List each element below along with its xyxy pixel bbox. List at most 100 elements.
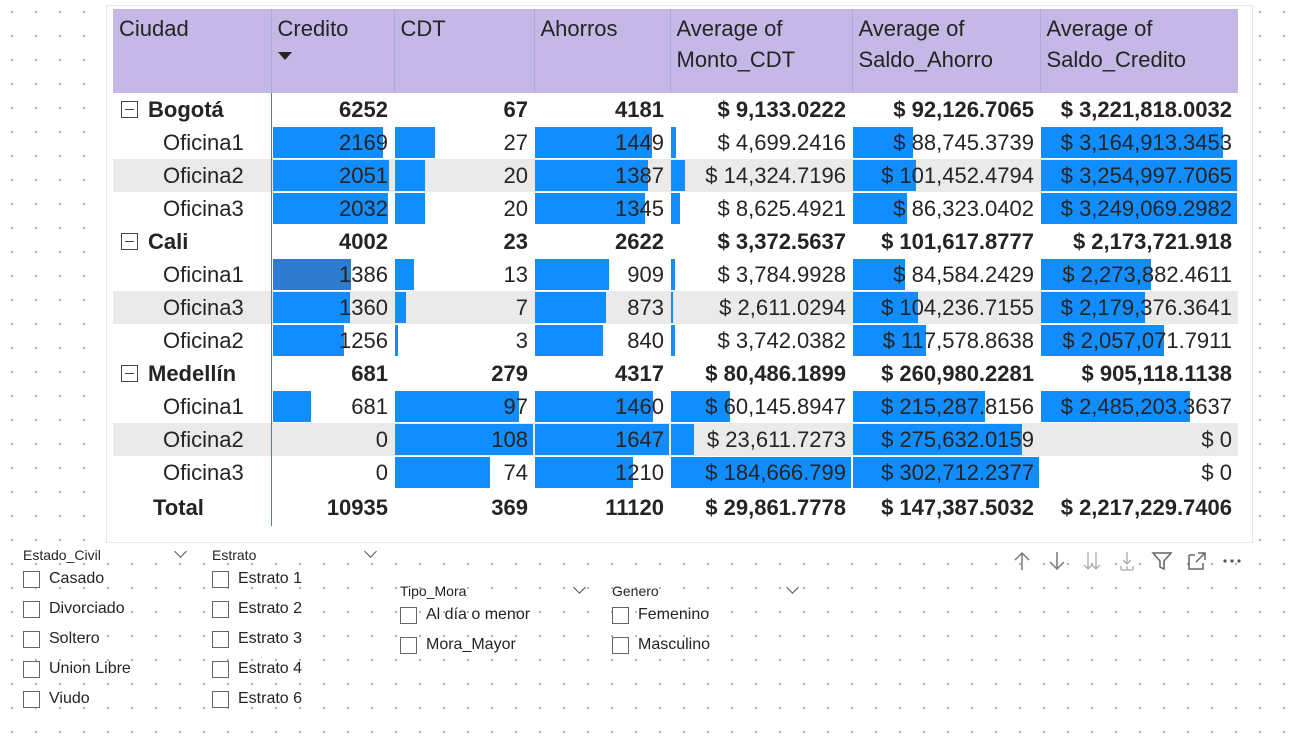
- checkbox[interactable]: [612, 637, 629, 654]
- office-row[interactable]: Oficina2 0 108 1647 $ 23,611.7273 $ 275,632.0…: [113, 423, 1238, 456]
- city-cell[interactable]: Medellín: [113, 357, 271, 390]
- sort-down-icon[interactable]: [1039, 548, 1074, 574]
- cell-saldo-ahorro[interactable]: $ 302,712.2377: [852, 456, 1040, 489]
- cell-monto-cdt[interactable]: $ 3,784.9928: [670, 258, 852, 291]
- cell-cdt[interactable]: 74: [394, 456, 534, 489]
- chevron-down-icon[interactable]: [786, 581, 799, 594]
- cell-credito[interactable]: 2032: [271, 192, 394, 225]
- slicer-option[interactable]: Estrato 2: [212, 594, 375, 624]
- cell-credito[interactable]: 1386: [271, 258, 394, 291]
- cell-saldo-credito[interactable]: $ 0: [1040, 456, 1238, 489]
- cell-monto-cdt[interactable]: $ 8,625.4921: [670, 192, 852, 225]
- checkbox[interactable]: [23, 661, 40, 678]
- cell-monto-cdt[interactable]: $ 3,742.0382: [670, 324, 852, 357]
- cell-saldo-credito[interactable]: $ 0: [1040, 423, 1238, 456]
- header-saldo-credito[interactable]: Average of Saldo_Credito: [1040, 9, 1238, 93]
- cell-saldo-credito[interactable]: $ 3,254,997.7065: [1040, 159, 1238, 192]
- slicer-option[interactable]: Estrato 3: [212, 624, 375, 654]
- office-row[interactable]: Oficina1 2169 27 1449 $ 4,699.2416 $ 88,745.3…: [113, 126, 1238, 159]
- header-credito[interactable]: Credito: [271, 9, 394, 93]
- cell-cdt[interactable]: 13: [394, 258, 534, 291]
- cell-ahorros[interactable]: 909: [534, 258, 670, 291]
- cell-credito[interactable]: 1256: [271, 324, 394, 357]
- checkbox[interactable]: [212, 631, 229, 648]
- cell-ahorros[interactable]: 840: [534, 324, 670, 357]
- header-ciudad[interactable]: Ciudad: [113, 9, 271, 93]
- cell-credito[interactable]: 681: [271, 390, 394, 423]
- office-row[interactable]: Oficina2 2051 20 1387 $ 14,324.7196 $ 101,452…: [113, 159, 1238, 192]
- city-group-row[interactable]: Medellín 681 279 4317 $ 80,486.1899 $ 260,980…: [113, 357, 1238, 390]
- office-row[interactable]: Oficina3 2032 20 1345 $ 8,625.4921 $ 86,323.0…: [113, 192, 1238, 225]
- cell-monto-cdt[interactable]: $ 23,611.7273: [670, 423, 852, 456]
- office-row[interactable]: Oficina1 1386 13 909 $ 3,784.9928 $ 84,584.24…: [113, 258, 1238, 291]
- slicer-option[interactable]: Femenino: [612, 600, 797, 630]
- city-cell[interactable]: Cali: [113, 225, 271, 258]
- slicer-option[interactable]: Estrato 6: [212, 684, 375, 714]
- city-group-row[interactable]: Bogotá 6252 67 4181 $ 9,133.0222 $ 92,126.706…: [113, 93, 1238, 126]
- checkbox[interactable]: [212, 691, 229, 708]
- cell-saldo-ahorro[interactable]: $ 88,745.3739: [852, 126, 1040, 159]
- city-group-row[interactable]: Cali 4002 23 2622 $ 3,372.5637 $ 101,617.8777…: [113, 225, 1238, 258]
- cell-monto-cdt[interactable]: $ 60,145.8947: [670, 390, 852, 423]
- expand-hierarchy-icon[interactable]: [1109, 548, 1144, 574]
- filter-icon[interactable]: [1144, 548, 1179, 574]
- checkbox[interactable]: [612, 607, 629, 624]
- checkbox[interactable]: [212, 571, 229, 588]
- sort-up-icon[interactable]: [1004, 548, 1039, 574]
- chevron-down-icon[interactable]: [364, 545, 377, 558]
- cell-credito[interactable]: 2169: [271, 126, 394, 159]
- collapse-icon[interactable]: [121, 233, 138, 250]
- slicer-header[interactable]: Genero: [612, 582, 797, 600]
- matrix-visual[interactable]: Ciudad Credito CDT Ahorros Average of Mo…: [107, 6, 1252, 542]
- cell-saldo-credito[interactable]: $ 2,273,882.4611: [1040, 258, 1238, 291]
- cell-credito[interactable]: 0: [271, 423, 394, 456]
- checkbox[interactable]: [212, 601, 229, 618]
- cell-credito[interactable]: 2051: [271, 159, 394, 192]
- checkbox[interactable]: [23, 631, 40, 648]
- cell-monto-cdt[interactable]: $ 2,611.0294: [670, 291, 852, 324]
- cell-monto-cdt[interactable]: $ 4,699.2416: [670, 126, 852, 159]
- checkbox[interactable]: [23, 601, 40, 618]
- slicer-header[interactable]: Estado_Civil: [23, 546, 185, 564]
- more-options-icon[interactable]: [1214, 548, 1249, 574]
- header-monto-cdt[interactable]: Average of Monto_CDT: [670, 9, 852, 93]
- cell-ahorros[interactable]: 1210: [534, 456, 670, 489]
- office-row[interactable]: Oficina3 1360 7 873 $ 2,611.0294 $ 104,236.71…: [113, 291, 1238, 324]
- cell-saldo-ahorro[interactable]: $ 86,323.0402: [852, 192, 1040, 225]
- slicer-option[interactable]: Viudo: [23, 684, 185, 714]
- cell-cdt[interactable]: 108: [394, 423, 534, 456]
- cell-saldo-credito[interactable]: $ 3,249,069.2982: [1040, 192, 1238, 225]
- cell-saldo-ahorro[interactable]: $ 84,584.2429: [852, 258, 1040, 291]
- cell-monto-cdt[interactable]: $ 14,324.7196: [670, 159, 852, 192]
- collapse-icon[interactable]: [121, 365, 138, 382]
- slicer-option[interactable]: Masculino: [612, 630, 797, 660]
- office-row[interactable]: Oficina1 681 97 1460 $ 60,145.8947 $ 215,287.…: [113, 390, 1238, 423]
- slicer-option[interactable]: Casado: [23, 564, 185, 594]
- office-row[interactable]: Oficina3 0 74 1210 $ 184,666.799 $ 302,712.23…: [113, 456, 1238, 489]
- cell-ahorros[interactable]: 1345: [534, 192, 670, 225]
- checkbox[interactable]: [23, 571, 40, 588]
- header-ahorros[interactable]: Ahorros: [534, 9, 670, 93]
- slicer-option[interactable]: Al día o menor: [400, 600, 584, 630]
- slicer-option[interactable]: Soltero: [23, 624, 185, 654]
- cell-saldo-credito[interactable]: $ 2,057,071.7911: [1040, 324, 1238, 357]
- cell-saldo-ahorro[interactable]: $ 101,452.4794: [852, 159, 1040, 192]
- cell-ahorros[interactable]: 1387: [534, 159, 670, 192]
- cell-cdt[interactable]: 7: [394, 291, 534, 324]
- cell-saldo-credito[interactable]: $ 2,485,203.3637: [1040, 390, 1238, 423]
- cell-saldo-ahorro[interactable]: $ 104,236.7155: [852, 291, 1040, 324]
- cell-ahorros[interactable]: 1647: [534, 423, 670, 456]
- checkbox[interactable]: [212, 661, 229, 678]
- cell-saldo-credito[interactable]: $ 3,164,913.3453: [1040, 126, 1238, 159]
- chevron-down-icon[interactable]: [573, 581, 586, 594]
- slicer-option[interactable]: Estrato 4: [212, 654, 375, 684]
- slicer-option[interactable]: Divorciado: [23, 594, 185, 624]
- cell-ahorros[interactable]: 873: [534, 291, 670, 324]
- cell-cdt[interactable]: 20: [394, 159, 534, 192]
- header-saldo-ahorro[interactable]: Average of Saldo_Ahorro: [852, 9, 1040, 93]
- checkbox[interactable]: [400, 607, 417, 624]
- cell-ahorros[interactable]: 1460: [534, 390, 670, 423]
- header-cdt[interactable]: CDT: [394, 9, 534, 93]
- cell-cdt[interactable]: 97: [394, 390, 534, 423]
- cell-credito[interactable]: 0: [271, 456, 394, 489]
